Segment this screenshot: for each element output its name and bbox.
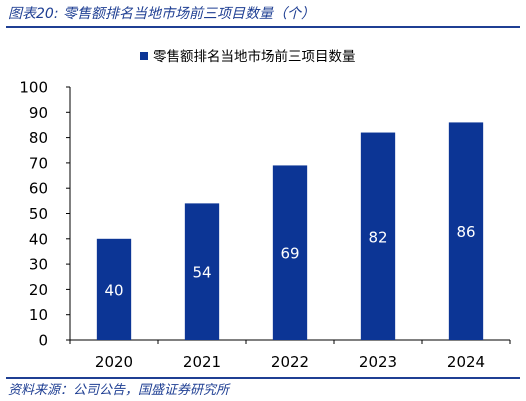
y-tick-label: 80 <box>29 129 48 147</box>
data-label-2021: 54 <box>192 264 211 282</box>
x-tick-label: 2023 <box>359 353 397 371</box>
y-tick-label: 0 <box>38 332 48 350</box>
data-label-2020: 40 <box>104 281 123 299</box>
x-tick-label: 2021 <box>183 353 221 371</box>
y-tick-label: 20 <box>29 281 48 299</box>
title-divider <box>6 26 520 28</box>
x-tick-label: 2022 <box>271 353 309 371</box>
x-tick-label: 2020 <box>95 353 133 371</box>
y-tick-label: 30 <box>29 256 48 274</box>
data-label-2024: 86 <box>456 223 475 241</box>
y-tick-label: 90 <box>29 104 48 122</box>
y-tick-label: 60 <box>29 180 48 198</box>
source-divider <box>6 377 520 379</box>
bar-2021 <box>184 203 220 340</box>
y-tick-label: 100 <box>19 79 48 97</box>
source-note: 资料来源：公司公告，国盛证券研究所 <box>8 383 230 398</box>
x-tick-label: 2024 <box>447 353 485 371</box>
figure-title: 图表20: 零售额排名当地市场前三项目数量（个） <box>8 6 315 22</box>
bar-2020 <box>96 238 132 340</box>
bar-2024 <box>448 122 484 340</box>
y-tick-label: 40 <box>29 230 48 248</box>
data-label-2022: 69 <box>280 245 299 263</box>
legend-label: 零售额排名当地市场前三项目数量 <box>153 48 356 65</box>
y-tick-label: 10 <box>29 306 48 324</box>
y-tick-label: 70 <box>29 154 48 172</box>
bar-2023 <box>360 132 396 340</box>
bar-2022 <box>272 165 308 340</box>
legend-swatch <box>140 52 148 60</box>
data-label-2023: 82 <box>368 228 387 246</box>
y-tick-label: 50 <box>29 205 48 223</box>
